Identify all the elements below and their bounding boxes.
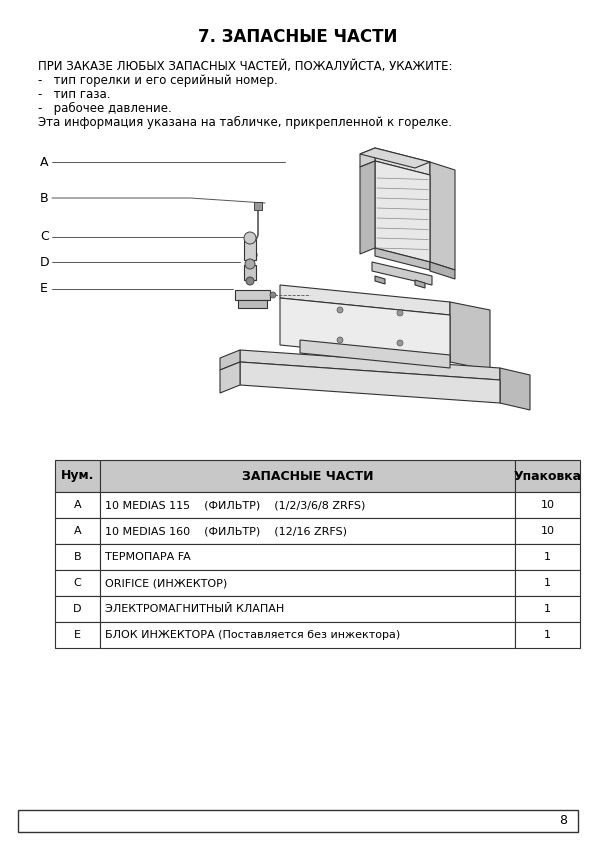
Bar — [55, 570, 100, 596]
Circle shape — [245, 259, 255, 269]
Polygon shape — [240, 350, 500, 380]
Bar — [100, 460, 515, 492]
Bar — [515, 596, 580, 622]
Polygon shape — [430, 162, 455, 270]
Text: A: A — [40, 156, 48, 168]
Circle shape — [337, 337, 343, 343]
Bar — [100, 622, 515, 648]
Polygon shape — [244, 240, 256, 260]
Circle shape — [247, 250, 257, 260]
Text: A: A — [74, 500, 81, 510]
Polygon shape — [375, 161, 430, 262]
Bar — [100, 570, 515, 596]
Text: 8: 8 — [559, 814, 567, 828]
Bar — [55, 622, 100, 648]
Text: 7. ЗАПАСНЫЕ ЧАСТИ: 7. ЗАПАСНЫЕ ЧАСТИ — [198, 28, 398, 46]
Text: -   тип газа.: - тип газа. — [38, 88, 110, 101]
Bar — [18, 810, 578, 832]
Bar — [515, 622, 580, 648]
Circle shape — [244, 232, 256, 244]
Polygon shape — [238, 300, 267, 308]
Circle shape — [397, 340, 403, 346]
Bar — [100, 544, 515, 570]
Polygon shape — [244, 265, 256, 280]
Polygon shape — [360, 148, 375, 167]
Circle shape — [397, 310, 403, 316]
Polygon shape — [280, 285, 450, 315]
Bar — [515, 518, 580, 544]
Text: 10 MEDIAS 115    (ФИЛЬТР)    (1/2/3/6/8 ZRFS): 10 MEDIAS 115 (ФИЛЬТР) (1/2/3/6/8 ZRFS) — [105, 500, 365, 510]
Bar — [100, 492, 515, 518]
Text: D: D — [40, 255, 49, 269]
Polygon shape — [450, 302, 490, 370]
Bar — [515, 492, 580, 518]
Text: D: D — [73, 604, 82, 614]
Polygon shape — [360, 148, 430, 168]
Text: Нум.: Нум. — [61, 470, 94, 482]
Text: БЛОК ИНЖЕКТОРА (Поставляется без инжектора): БЛОК ИНЖЕКТОРА (Поставляется без инжекто… — [105, 630, 401, 640]
Bar — [55, 492, 100, 518]
Bar — [100, 596, 515, 622]
Text: 1: 1 — [544, 630, 551, 640]
Text: ЭЛЕКТРОМАГНИТНЫЙ КЛАПАН: ЭЛЕКТРОМАГНИТНЫЙ КЛАПАН — [105, 604, 284, 614]
Polygon shape — [375, 248, 430, 270]
Text: 10: 10 — [541, 526, 554, 536]
Text: ПРИ ЗАКАЗЕ ЛЮБЫХ ЗАПАСНЫХ ЧАСТЕЙ, ПОЖАЛУЙСТА, УКАЖИТЕ:: ПРИ ЗАКАЗЕ ЛЮБЫХ ЗАПАСНЫХ ЧАСТЕЙ, ПОЖАЛУ… — [38, 60, 452, 73]
Text: ТЕРМОПАРА FA: ТЕРМОПАРА FA — [105, 552, 191, 562]
Text: 10: 10 — [541, 500, 554, 510]
Text: B: B — [74, 552, 81, 562]
Bar — [55, 596, 100, 622]
Polygon shape — [430, 262, 455, 279]
Text: E: E — [40, 283, 48, 296]
Bar — [515, 544, 580, 570]
Circle shape — [337, 307, 343, 313]
Text: 1: 1 — [544, 552, 551, 562]
Polygon shape — [375, 276, 385, 284]
Polygon shape — [240, 362, 500, 403]
Bar — [515, 460, 580, 492]
Circle shape — [270, 292, 276, 298]
Text: Упаковка: Упаковка — [513, 470, 582, 482]
Polygon shape — [300, 340, 450, 368]
Polygon shape — [220, 362, 240, 393]
Polygon shape — [280, 298, 450, 362]
Polygon shape — [220, 350, 240, 370]
Text: ORIFICE (ИНЖЕКТОР): ORIFICE (ИНЖЕКТОР) — [105, 578, 227, 588]
Polygon shape — [415, 280, 425, 288]
Polygon shape — [500, 368, 530, 410]
Polygon shape — [360, 161, 375, 254]
Text: A: A — [74, 526, 81, 536]
Text: 10 MEDIAS 160    (ФИЛЬТР)    (12/16 ZRFS): 10 MEDIAS 160 (ФИЛЬТР) (12/16 ZRFS) — [105, 526, 347, 536]
Text: 1: 1 — [544, 604, 551, 614]
Text: Эта информация указана на табличке, прикрепленной к горелке.: Эта информация указана на табличке, прик… — [38, 116, 452, 129]
Bar — [55, 544, 100, 570]
Text: E: E — [74, 630, 81, 640]
Text: C: C — [74, 578, 82, 588]
Text: C: C — [40, 231, 49, 243]
Bar — [55, 518, 100, 544]
Text: -   тип горелки и его серийный номер.: - тип горелки и его серийный номер. — [38, 74, 278, 87]
Bar — [515, 570, 580, 596]
Polygon shape — [235, 290, 270, 300]
Text: B: B — [40, 191, 49, 205]
Circle shape — [246, 277, 254, 285]
Text: 1: 1 — [544, 578, 551, 588]
Text: -   рабочее давление.: - рабочее давление. — [38, 102, 172, 115]
Polygon shape — [372, 262, 432, 285]
Bar — [55, 460, 100, 492]
Polygon shape — [375, 148, 430, 175]
Text: ЗАПАСНЫЕ ЧАСТИ: ЗАПАСНЫЕ ЧАСТИ — [242, 470, 373, 482]
Bar — [100, 518, 515, 544]
Polygon shape — [254, 202, 262, 210]
